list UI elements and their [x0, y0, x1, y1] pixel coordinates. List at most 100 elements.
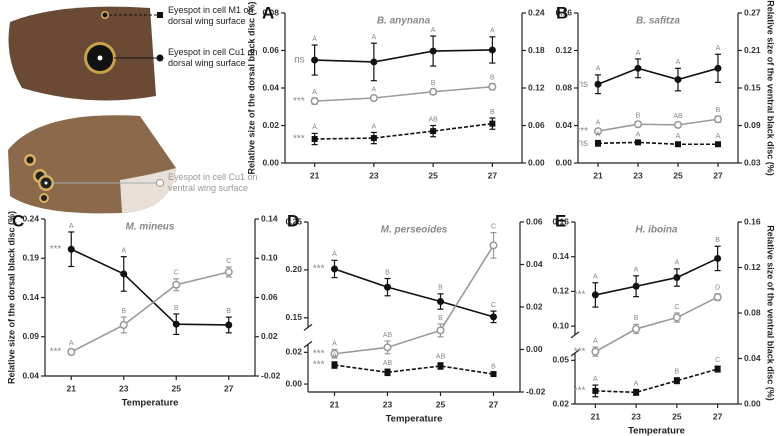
wing-photos: [8, 6, 176, 214]
marker: [591, 347, 600, 356]
marker: [370, 135, 377, 142]
y2-tick-label: 0.16: [744, 216, 761, 226]
x-tick-label: 23: [383, 399, 393, 409]
marker: [595, 140, 601, 147]
point-label: B: [174, 305, 179, 312]
marker: [172, 280, 181, 289]
point-label: AB: [673, 113, 683, 120]
point-label: A: [312, 124, 317, 131]
y2-tick-label: 0.08: [744, 307, 761, 317]
point-label: A: [69, 340, 74, 347]
eyespot: [26, 156, 34, 164]
series-line: [594, 296, 718, 353]
marker: [632, 324, 641, 333]
x-axis-label: Temperature: [628, 426, 685, 436]
marker: [713, 293, 722, 302]
y-tick-label: 0.16: [552, 216, 569, 226]
y2-tick-label: 0.06: [261, 292, 278, 302]
marker: [370, 58, 378, 66]
y-tick-label: 0.20: [285, 264, 302, 274]
x-tick-label: 21: [591, 411, 601, 421]
series-line: [334, 364, 494, 375]
point-label: C: [491, 302, 496, 309]
significance-label: ***: [574, 386, 586, 397]
y-tick-label: 0.12: [552, 286, 569, 296]
y-tick-label: 0.06: [262, 45, 279, 55]
marker: [384, 283, 391, 291]
marker: [429, 47, 437, 55]
chart-title: M. perseoides: [381, 225, 448, 236]
x-tick-label: 25: [436, 399, 446, 409]
point-label: A: [332, 251, 337, 258]
y-tick-label: 0.04: [555, 120, 572, 130]
y-tick-label: 0.08: [262, 7, 279, 17]
x-tick-label: 27: [224, 383, 234, 393]
point-label: B: [490, 109, 495, 116]
y2-tick-label: 0.12: [744, 262, 761, 272]
significance-label: ***: [50, 347, 62, 358]
y2-tick-label: -0.02: [526, 386, 546, 396]
point-label: A: [596, 131, 601, 138]
marker: [594, 80, 602, 88]
y-tick-label: 0.16: [555, 7, 572, 17]
axis-break: [303, 323, 313, 331]
significance-label: ***: [313, 360, 325, 371]
marker: [437, 298, 444, 306]
y-tick-label: 0.04: [262, 82, 279, 92]
y-tick-label: 0.15: [285, 312, 302, 322]
y-tick-label: 0.05: [552, 355, 569, 365]
y2-tick-label: 0.00: [526, 344, 543, 354]
x-tick-label: 25: [672, 411, 682, 421]
marker: [384, 369, 391, 376]
x-tick-label: 27: [488, 170, 498, 180]
point-label: B: [385, 269, 390, 276]
marker: [592, 387, 599, 394]
marker: [715, 141, 721, 148]
x-tick-label: 25: [428, 170, 438, 180]
y-tick-label: 0.24: [22, 213, 39, 223]
point-label: C: [491, 223, 496, 230]
legend-marker: [157, 12, 163, 18]
marker: [436, 326, 445, 335]
point-label: A: [332, 353, 337, 360]
series-line: [597, 118, 719, 132]
marker: [67, 347, 76, 357]
marker: [383, 343, 392, 352]
y-tick-label: 0.00: [555, 157, 572, 167]
point-label: A: [676, 59, 681, 66]
y2-tick-label: 0.04: [526, 259, 543, 269]
y-axis-label: Relative size of the dorsal black disc (…: [6, 211, 16, 384]
marker: [672, 313, 681, 322]
y2-tick-label: 0.12: [528, 82, 545, 92]
marker: [331, 265, 338, 273]
point-label: A: [634, 380, 639, 387]
eyespot: [44, 181, 48, 185]
y2-tick-label: 0.09: [744, 120, 761, 130]
point-label: B: [636, 113, 641, 120]
point-label: A: [312, 36, 317, 43]
point-label: A: [372, 86, 377, 93]
point-label: C: [674, 304, 679, 311]
point-label: A: [490, 28, 495, 35]
panel-label: B: [556, 3, 568, 22]
y2-tick-label: 0.00: [744, 398, 761, 408]
point-label: B: [491, 363, 496, 370]
x-tick-label: 25: [673, 170, 683, 180]
panel-label: A: [262, 3, 274, 22]
significance-label: ***: [574, 290, 586, 301]
series-line: [334, 268, 494, 318]
series-line: [597, 67, 719, 85]
legend-marker: [156, 179, 164, 187]
marker: [591, 291, 599, 299]
marker: [172, 320, 180, 328]
x-axis-label: Temperature: [122, 398, 179, 409]
marker: [225, 321, 233, 329]
point-label: A: [69, 223, 74, 230]
x-tick-label: 21: [310, 170, 320, 180]
marker: [224, 267, 233, 277]
marker: [310, 97, 319, 106]
marker: [675, 141, 681, 148]
series-line: [314, 49, 493, 63]
axis-break: [570, 349, 580, 357]
y-tick-label: 0.09: [22, 331, 39, 341]
